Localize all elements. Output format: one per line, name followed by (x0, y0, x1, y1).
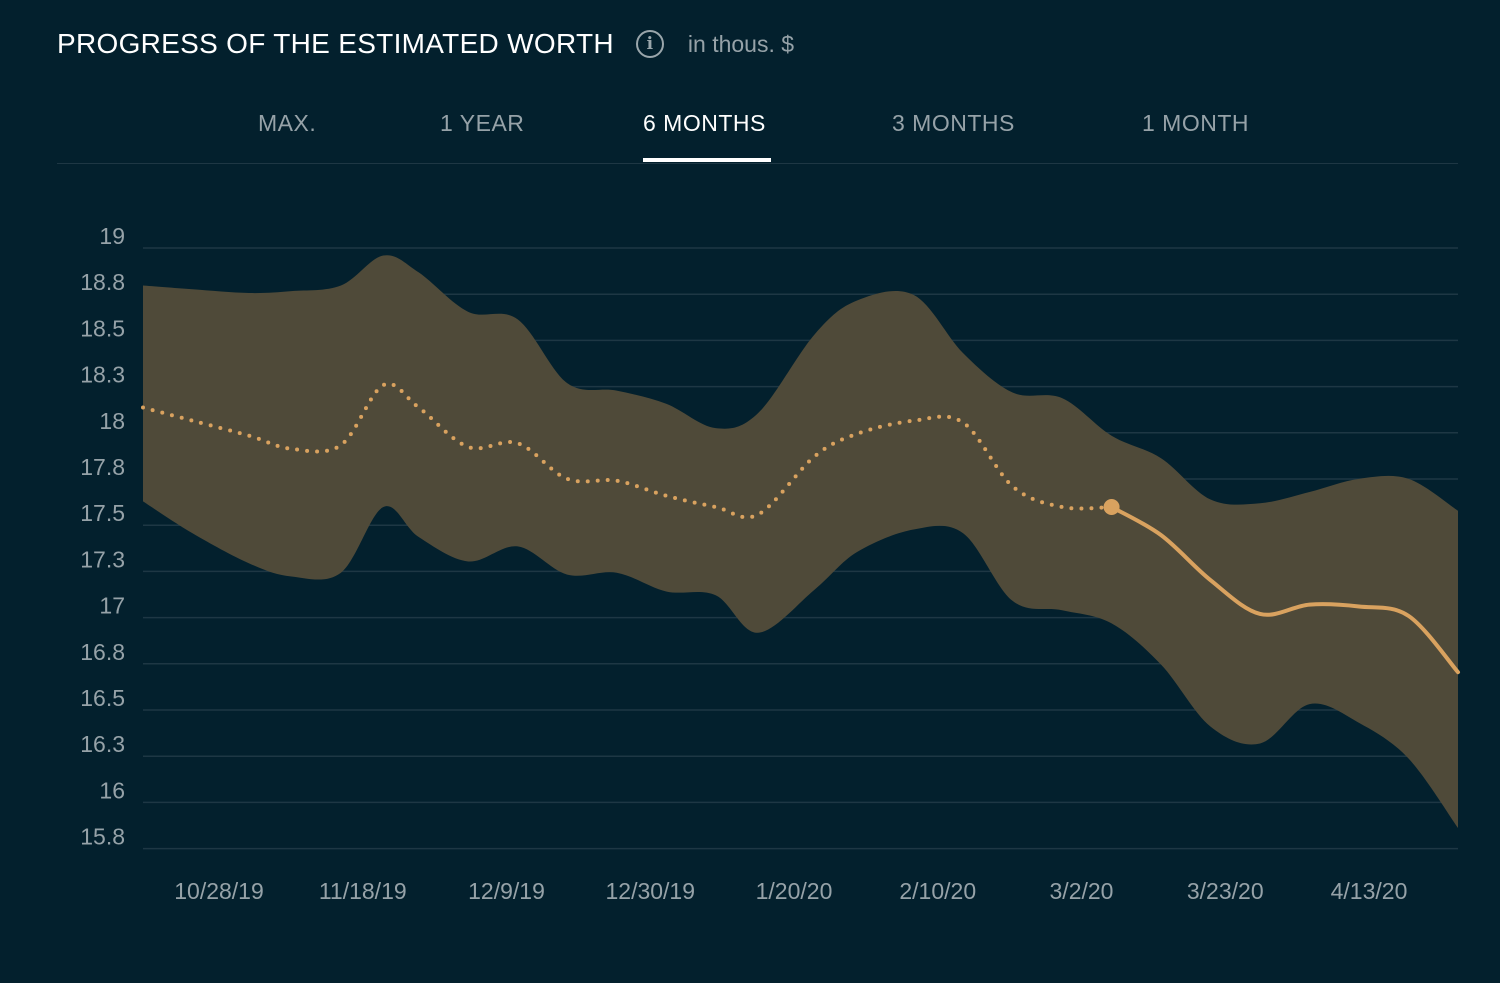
y-tick-label: 17.8 (80, 454, 125, 480)
x-tick-label: 2/10/20 (899, 878, 976, 904)
chart-title: PROGRESS OF THE ESTIMATED WORTH (57, 28, 614, 59)
x-tick-label: 1/20/20 (756, 878, 833, 904)
y-tick-label: 17.5 (80, 500, 125, 526)
tab-max[interactable]: MAX. (258, 110, 317, 136)
y-tick-label: 16.5 (80, 685, 125, 711)
x-tick-label: 12/30/19 (605, 878, 695, 904)
y-tick-label: 15.8 (80, 824, 125, 850)
x-tick-label: 12/9/19 (468, 878, 545, 904)
forecast-line (1109, 505, 1460, 675)
confidence-band (143, 255, 1458, 828)
y-tick-label: 18.8 (80, 269, 125, 295)
chart-header: PROGRESS OF THE ESTIMATED WORTH i in tho… (57, 24, 794, 64)
unit-label: in thous. $ (687, 30, 795, 57)
historical-dotted-line (141, 381, 1114, 520)
current-value-point (1103, 499, 1120, 516)
y-tick-label: 18.3 (80, 362, 125, 388)
x-tick-label: 3/2/20 (1050, 878, 1114, 904)
tab-6-months[interactable]: 6 MONTHS (643, 110, 766, 136)
y-tick-label: 16.8 (80, 639, 125, 665)
x-tick-label: 4/13/20 (1331, 878, 1408, 904)
y-tick-label: 18.5 (80, 315, 125, 341)
active-tab-indicator (643, 158, 771, 162)
y-tick-label: 19 (99, 223, 125, 249)
tab-1-year[interactable]: 1 YEAR (440, 110, 525, 136)
tab-1-month[interactable]: 1 MONTH (1142, 110, 1249, 136)
y-tick-label: 18 (99, 408, 125, 434)
x-tick-label: 3/23/20 (1187, 878, 1264, 904)
y-tick-label: 17 (99, 593, 125, 619)
y-tick-label: 17.3 (80, 546, 125, 572)
y-tick-label: 16.3 (80, 731, 125, 757)
x-tick-label: 10/28/19 (174, 878, 264, 904)
y-tick-label: 16 (99, 777, 125, 803)
info-circle-icon[interactable]: i (635, 30, 664, 58)
time-range-tabs: MAX. 1 YEAR 6 MONTHS 3 MONTHS 1 MONTH (0, 100, 1500, 164)
tab-3-months[interactable]: 3 MONTHS (892, 110, 1015, 136)
tabs-divider (57, 163, 1458, 164)
x-tick-label: 11/18/19 (319, 878, 407, 904)
